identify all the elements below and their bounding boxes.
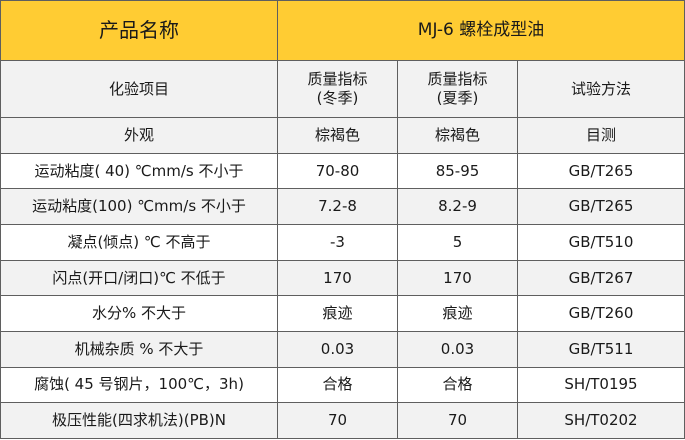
row-item: 极压性能(四求机法)(PB)N: [0, 402, 278, 439]
row-item: 凝点(倾点) ℃ 不高于: [0, 224, 278, 261]
table-row: 凝点(倾点) ℃ 不高于 -3 5 GB/T510: [0, 224, 685, 261]
header-row: 化验项目 质量指标 (冬季) 质量指标 (夏季) 试验方法: [0, 60, 685, 119]
row-winter-value: 棕褐色: [277, 117, 398, 154]
row-method: GB/T511: [517, 330, 685, 368]
table-row: 极压性能(四求机法)(PB)N 70 70 SH/T0202: [0, 402, 685, 439]
row-winter-value: 70-80: [277, 152, 398, 190]
title-row: 产品名称 MJ-6 螺栓成型油: [0, 0, 685, 62]
row-summer-value: 70: [397, 402, 518, 439]
row-winter-value: 痕迹: [277, 295, 398, 332]
header-winter: 质量指标 (冬季): [277, 60, 398, 119]
header-summer: 质量指标 (夏季): [397, 60, 518, 119]
header-method: 试验方法: [517, 60, 685, 119]
table-row: 运动粘度(100) ℃mm/s 不小于 7.2-8 8.2-9 GB/T265: [0, 188, 685, 226]
row-item: 运动粘度( 40) ℃mm/s 不小于: [0, 152, 278, 190]
header-summer-line2: (夏季): [436, 89, 479, 108]
row-item: 闪点(开口/闭口)℃ 不低于: [0, 259, 278, 297]
row-summer-value: 0.03: [397, 330, 518, 368]
row-winter-value: -3: [277, 224, 398, 261]
table-row: 外观 棕褐色 棕褐色 目测: [0, 117, 685, 154]
header-winter-line2: (冬季): [316, 89, 359, 108]
row-method: GB/T265: [517, 152, 685, 190]
table-row: 机械杂质 % 不大于 0.03 0.03 GB/T511: [0, 330, 685, 368]
header-item: 化验项目: [0, 60, 278, 119]
row-method: GB/T510: [517, 224, 685, 261]
row-method: 目测: [517, 117, 685, 154]
row-item: 水分% 不大于: [0, 295, 278, 332]
row-item: 运动粘度(100) ℃mm/s 不小于: [0, 188, 278, 226]
table-row: 腐蚀( 45 号钢片，100℃，3h) 合格 合格 SH/T0195: [0, 366, 685, 404]
row-method: GB/T260: [517, 295, 685, 332]
row-winter-value: 0.03: [277, 330, 398, 368]
row-summer-value: 合格: [397, 366, 518, 404]
product-name-label: 产品名称: [0, 0, 278, 62]
row-item: 腐蚀( 45 号钢片，100℃，3h): [0, 366, 278, 404]
row-winter-value: 170: [277, 259, 398, 297]
row-method: GB/T265: [517, 188, 685, 226]
product-name-value: MJ-6 螺栓成型油: [277, 0, 685, 62]
row-winter-value: 7.2-8: [277, 188, 398, 226]
table-row: 运动粘度( 40) ℃mm/s 不小于 70-80 85-95 GB/T265: [0, 152, 685, 190]
row-winter-value: 70: [277, 402, 398, 439]
header-winter-line1: 质量指标: [307, 70, 368, 89]
row-method: GB/T267: [517, 259, 685, 297]
row-summer-value: 8.2-9: [397, 188, 518, 226]
row-method: SH/T0202: [517, 402, 685, 439]
row-summer-value: 棕褐色: [397, 117, 518, 154]
header-summer-line1: 质量指标: [427, 70, 488, 89]
row-summer-value: 痕迹: [397, 295, 518, 332]
row-summer-value: 5: [397, 224, 518, 261]
table-row: 水分% 不大于 痕迹 痕迹 GB/T260: [0, 295, 685, 332]
table-row: 闪点(开口/闭口)℃ 不低于 170 170 GB/T267: [0, 259, 685, 297]
row-method: SH/T0195: [517, 366, 685, 404]
row-item: 外观: [0, 117, 278, 154]
row-item: 机械杂质 % 不大于: [0, 330, 278, 368]
row-winter-value: 合格: [277, 366, 398, 404]
row-summer-value: 85-95: [397, 152, 518, 190]
row-summer-value: 170: [397, 259, 518, 297]
